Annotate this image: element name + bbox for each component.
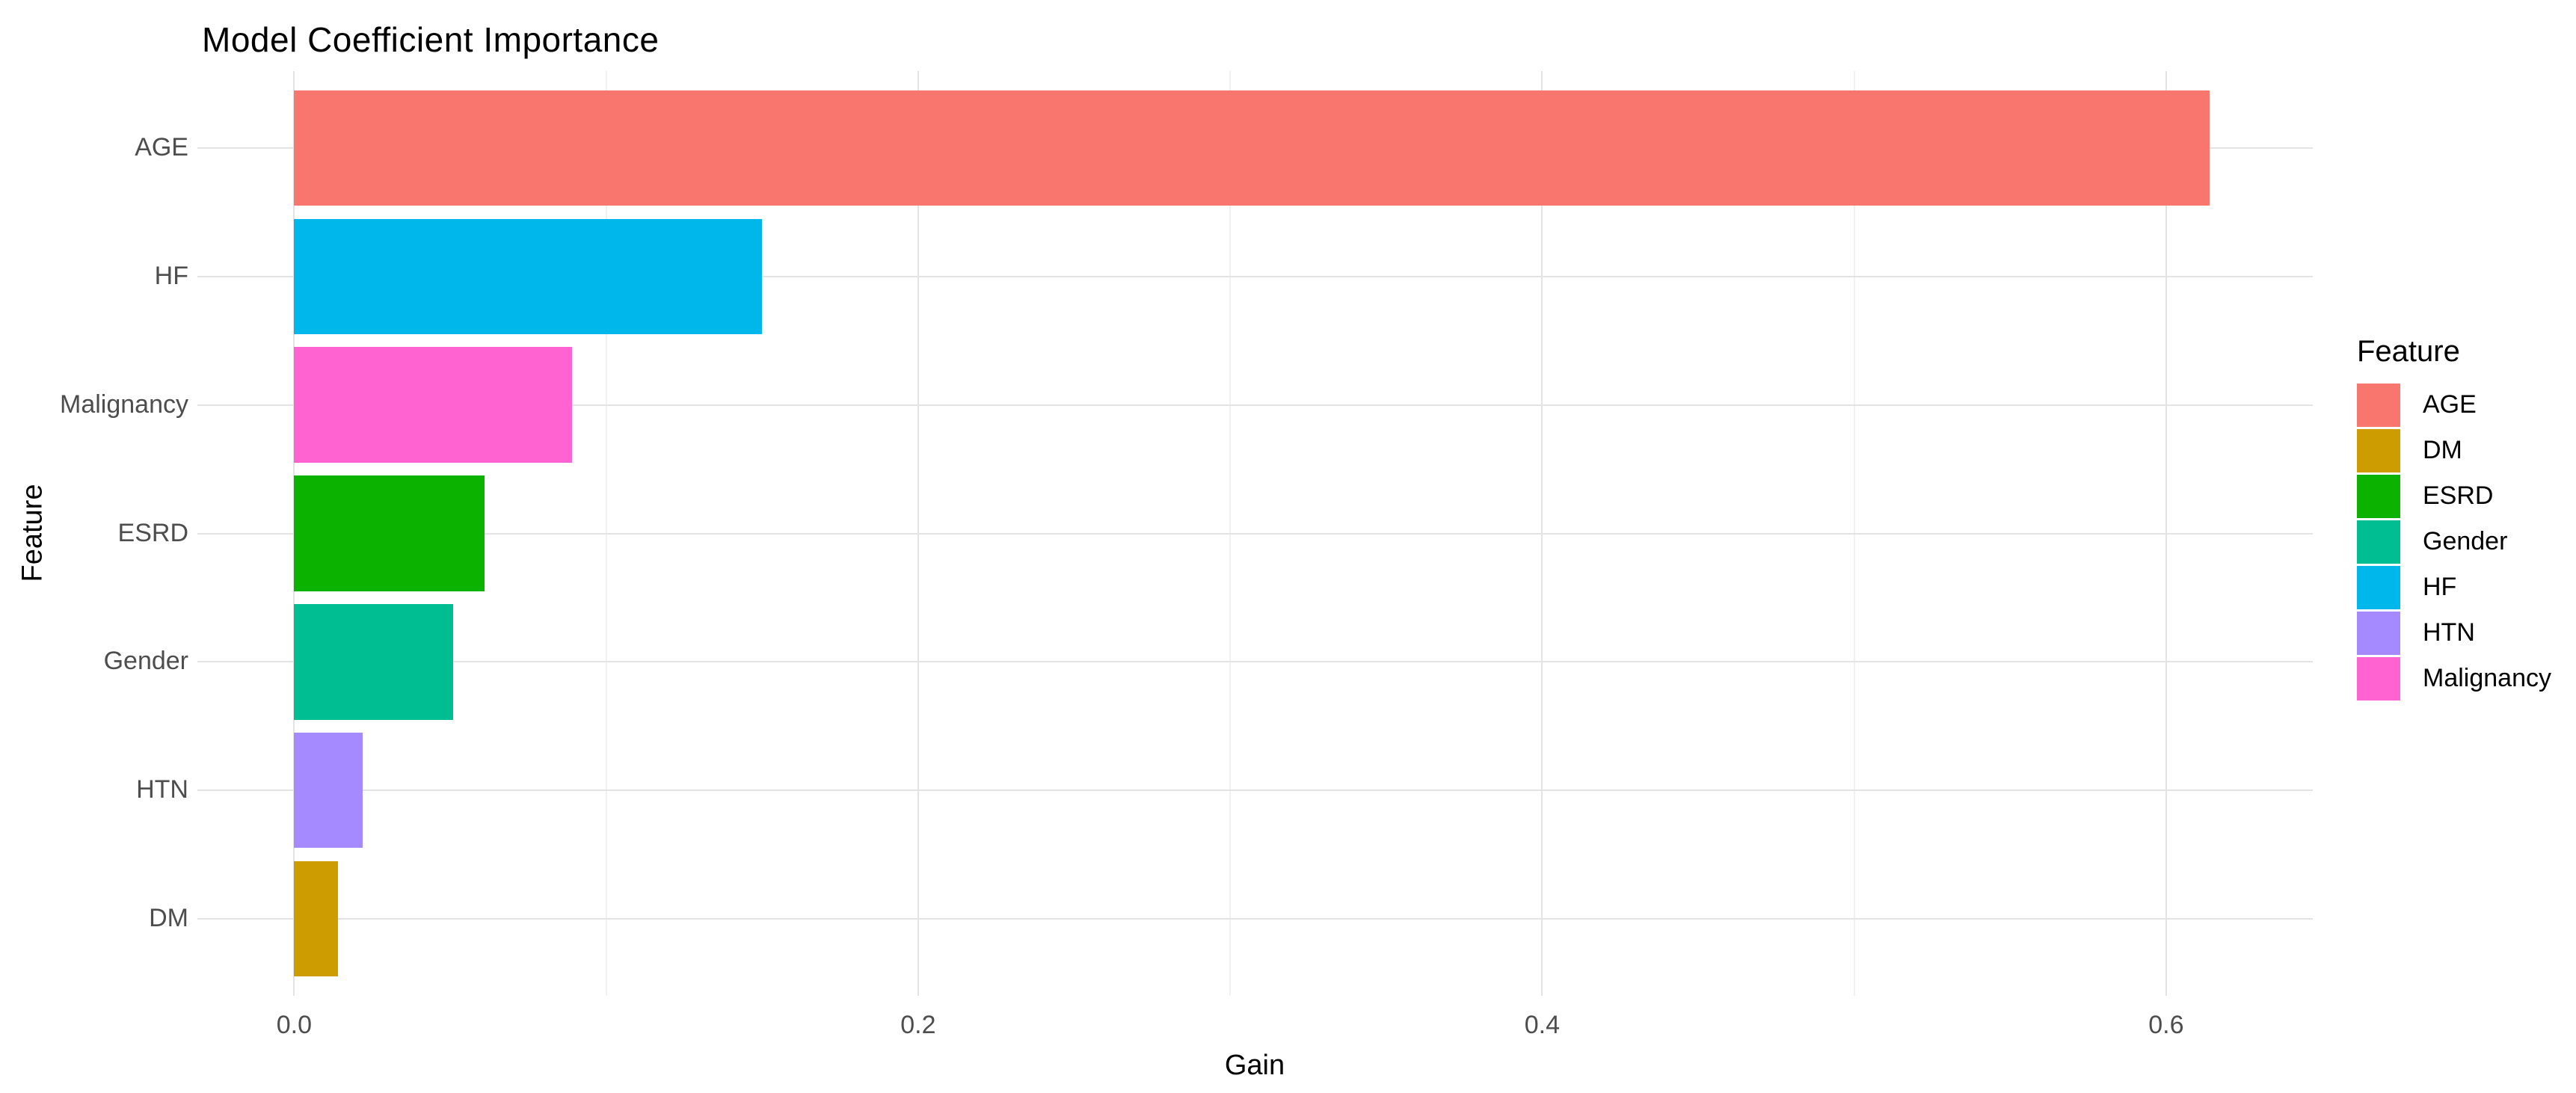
y-axis-label: ESRD — [117, 518, 188, 547]
legend-key-swatch — [2357, 611, 2400, 655]
y-axis-label: HTN — [136, 775, 188, 804]
legend-key-swatch — [2357, 428, 2400, 472]
legend-title: Feature — [2357, 335, 2460, 368]
y-axis-label: AGE — [135, 133, 188, 162]
gridline-major-horizontal — [197, 404, 2313, 406]
legend-item: HF — [2357, 564, 2551, 610]
bar-htn — [294, 732, 363, 849]
plot-panel — [197, 71, 2313, 996]
legend-label: HTN — [2423, 618, 2475, 647]
gridline-major-horizontal — [197, 789, 2313, 792]
bar-age — [294, 90, 2210, 206]
legend-key-swatch — [2357, 474, 2400, 518]
bar-hf — [294, 218, 763, 335]
y-axis-label: DM — [149, 903, 188, 932]
legend-key-swatch — [2357, 520, 2400, 564]
bar-esrd — [294, 475, 485, 591]
legend-item: Gender — [2357, 519, 2551, 564]
y-axis-labels: AGE HF Malignancy ESRD Gender HTN DM — [0, 71, 188, 996]
gridline-major-horizontal — [197, 275, 2313, 277]
x-axis-tick-labels: 0.0 0.2 0.4 0.6 — [197, 1011, 2313, 1044]
x-axis-tick-label: 0.4 — [1524, 1011, 1561, 1039]
y-axis-label: HF — [154, 261, 188, 290]
legend-label: Gender — [2423, 527, 2508, 555]
bar-malignancy — [294, 347, 572, 463]
legend-key-swatch — [2357, 656, 2400, 701]
legend-key-swatch — [2357, 383, 2400, 427]
legend-items: AGE DM ESRD Gender HF HTN Malignancy — [2357, 382, 2551, 701]
legend-item: HTN — [2357, 610, 2551, 656]
legend-label: Malignancy — [2423, 664, 2551, 692]
bar-dm — [294, 860, 338, 977]
y-axis-title: Feature — [16, 484, 49, 582]
x-axis-tick-label: 0.2 — [900, 1011, 936, 1039]
legend-label: ESRD — [2423, 481, 2494, 510]
legend-label: DM — [2423, 436, 2462, 464]
legend-key-swatch — [2357, 565, 2400, 609]
bar-gender — [294, 603, 454, 720]
x-axis-title: Gain — [1224, 1050, 1285, 1081]
legend-item: AGE — [2357, 382, 2551, 428]
gridline-major-horizontal — [197, 661, 2313, 663]
x-axis-tick-label: 0.0 — [276, 1011, 312, 1039]
legend: Feature AGE DM ESRD Gender HF HTN Malignancy — [2357, 335, 2551, 701]
gridline-major-horizontal — [197, 917, 2313, 920]
y-axis-label: Malignancy — [60, 390, 188, 419]
legend-item: DM — [2357, 428, 2551, 473]
legend-item: Malignancy — [2357, 656, 2551, 701]
x-axis-tick-label: 0.6 — [2148, 1011, 2184, 1039]
gridline-major-horizontal — [197, 532, 2313, 535]
chart-title: Model Coefficient Importance — [202, 20, 660, 59]
y-axis-label: Gender — [103, 647, 188, 676]
legend-label: HF — [2423, 573, 2457, 601]
legend-item: ESRD — [2357, 473, 2551, 519]
legend-label: AGE — [2423, 390, 2477, 419]
